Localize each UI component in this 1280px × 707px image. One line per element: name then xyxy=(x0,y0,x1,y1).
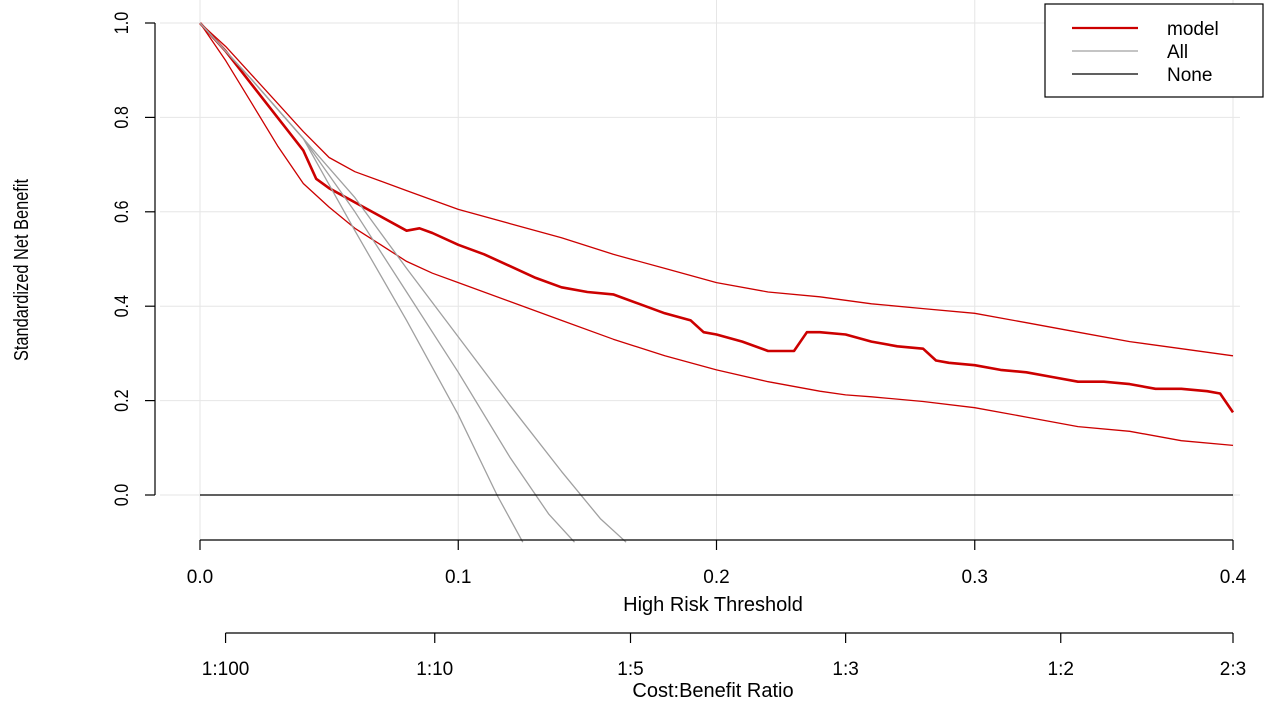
series-line-model-upper xyxy=(199,22,1234,357)
series-line-all-lower xyxy=(199,22,575,543)
x-tick-label-2: 0.2 xyxy=(703,567,729,588)
x-tick-label-3: 0.3 xyxy=(962,567,988,588)
legend: model All None xyxy=(1044,3,1264,98)
secondary-tick-label-0: 1:100 xyxy=(202,659,250,680)
y-axis-title: Standardized Net Benefit xyxy=(9,179,32,361)
y-tick-label-4: 0.8 xyxy=(111,106,133,129)
secondary-tick-label-5: 2:3 xyxy=(1220,659,1246,680)
y-tick-label-1: 0.2 xyxy=(111,389,133,411)
series-line-model-lower xyxy=(199,22,1234,447)
secondary-tick-label-3: 1:3 xyxy=(832,659,858,680)
secondary-tick-label-4: 1:2 xyxy=(1048,659,1074,680)
plot-area xyxy=(199,22,1235,543)
y-tick-label-2: 0.4 xyxy=(111,295,133,318)
secondary-tick-label-2: 1:5 xyxy=(617,659,643,680)
y-tick-label-0: 0.0 xyxy=(111,484,133,507)
y-tick-label-5: 1.0 xyxy=(111,12,133,35)
x-axis-title: High Risk Threshold xyxy=(623,594,803,616)
x-tick-label-0: 0.0 xyxy=(187,567,213,588)
legend-label-none: None xyxy=(1167,65,1212,86)
legend-label-all: All xyxy=(1167,42,1188,63)
secondary-tick-label-1: 1:10 xyxy=(416,659,453,680)
legend-label-model: model xyxy=(1167,19,1219,40)
series-line-model xyxy=(199,22,1235,414)
x-tick-label-1: 0.1 xyxy=(445,567,471,588)
secondary-axis-title: Cost:Benefit Ratio xyxy=(632,680,793,702)
y-tick-label-3: 0.6 xyxy=(111,200,133,223)
axes: 0.0 0.2 0.4 0.6 0.8 1.0 0.0 0.1 0.2 0.3 0.4 1:100 1:… xyxy=(111,12,1247,680)
series-line-all-lowest xyxy=(199,22,524,543)
x-tick-label-4: 0.4 xyxy=(1220,567,1247,588)
